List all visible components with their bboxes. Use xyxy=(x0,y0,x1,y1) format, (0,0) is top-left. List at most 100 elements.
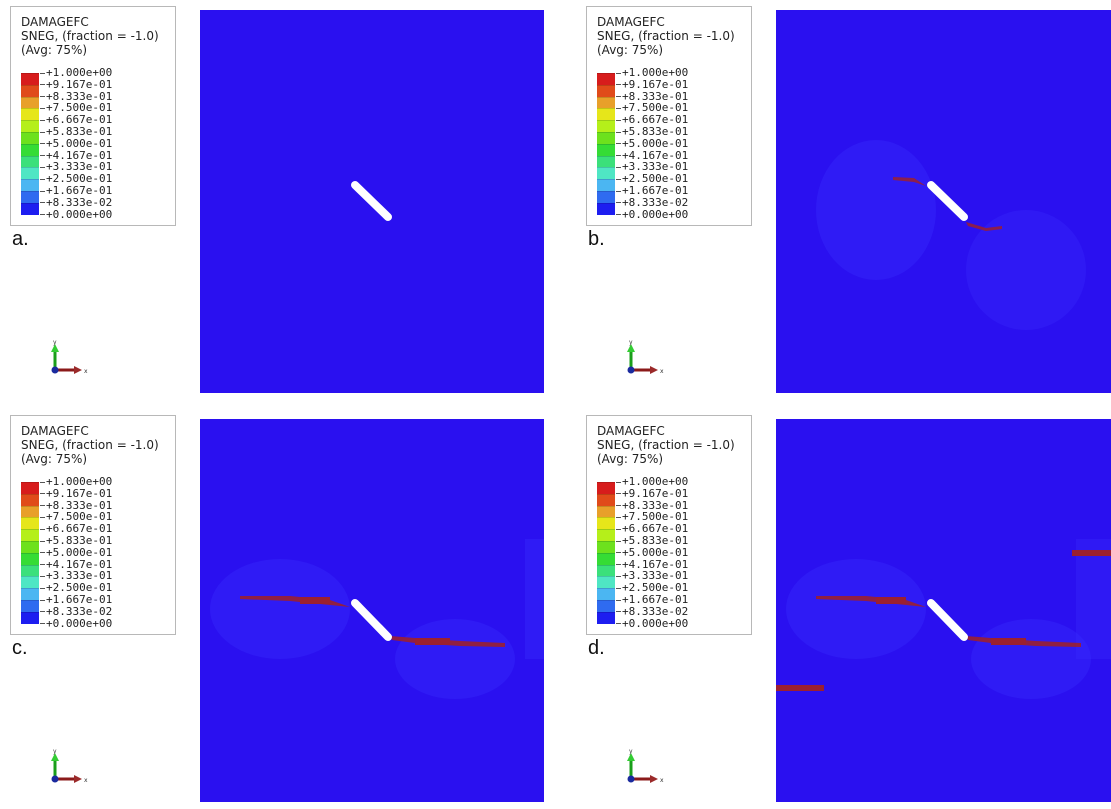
legend-tick-label: +1.667e-01 xyxy=(616,185,756,197)
legend-tick-label: +9.167e-01 xyxy=(40,78,180,91)
damage-band xyxy=(1072,550,1111,556)
colorbar-cell xyxy=(21,120,39,132)
legend-subtitle: SNEG, (fraction = -1.0) xyxy=(597,29,735,43)
colorbar-cell xyxy=(597,73,615,85)
colorbar-cell xyxy=(21,576,39,589)
colorbar-cell xyxy=(21,611,39,624)
colorbar-cell xyxy=(21,505,39,518)
colorbar-cell xyxy=(21,131,39,144)
legend-tick-label: +7.500e-01 xyxy=(40,511,180,523)
x-axis-label: x xyxy=(660,777,664,784)
notch xyxy=(927,599,968,641)
colorbar-cell xyxy=(21,179,39,191)
legend-colorbar xyxy=(21,73,39,215)
legend-tick-label: +1.667e-01 xyxy=(40,594,180,606)
colorbar-cell xyxy=(597,517,615,530)
legend-tick-label: +1.000e+00 xyxy=(40,67,180,79)
legend-tick-label: +4.167e-01 xyxy=(40,558,180,571)
legend-avg: (Avg: 75%) xyxy=(597,452,664,466)
legend-tick-label: +6.667e-01 xyxy=(616,523,756,535)
legend-tick-label: +2.500e-01 xyxy=(616,173,756,185)
legend-tick-label: +3.333e-01 xyxy=(40,570,180,582)
colorbar-cell xyxy=(21,482,39,494)
legend-tick-label: +6.667e-01 xyxy=(616,114,756,126)
stress-glow xyxy=(1076,539,1111,659)
notch xyxy=(351,599,392,641)
legend-tick-label: +8.333e-02 xyxy=(40,605,180,618)
colorbar-cell xyxy=(597,155,615,168)
legend-tick-label: +9.167e-01 xyxy=(616,487,756,500)
legend: DAMAGEFC SNEG, (fraction = -1.0) (Avg: 7… xyxy=(10,415,176,635)
damage-viewport xyxy=(200,419,544,802)
stress-glow xyxy=(971,619,1091,699)
legend-tick-label: +3.333e-01 xyxy=(616,161,756,173)
colorbar-cell xyxy=(21,84,39,97)
legend-avg: (Avg: 75%) xyxy=(21,452,88,466)
damage-viewport xyxy=(200,10,544,393)
y-axis-arrowhead xyxy=(51,753,59,761)
legend-tick-label: +0.000e+00 xyxy=(616,208,756,221)
y-axis-label: y xyxy=(629,749,633,755)
colorbar-cell xyxy=(21,202,39,215)
damage-band xyxy=(415,638,450,645)
colorbar-cell xyxy=(597,564,615,577)
stress-glow xyxy=(816,140,936,280)
colorbar-cell xyxy=(597,167,615,180)
legend-tick-label: +5.000e-01 xyxy=(40,137,180,150)
x-axis-arrowhead xyxy=(650,366,658,374)
legend-tick-label: +8.333e-01 xyxy=(616,90,756,103)
legend-tick-label: +1.667e-01 xyxy=(40,185,180,197)
damage-band xyxy=(816,596,926,607)
colorbar-cell xyxy=(21,190,39,203)
legend-tick-label: +4.167e-01 xyxy=(616,149,756,162)
legend-tick-label: +5.000e-01 xyxy=(616,137,756,150)
legend-tick-label: +3.333e-01 xyxy=(40,161,180,173)
colorbar-cell xyxy=(21,493,39,506)
legend-tick-label: +1.000e+00 xyxy=(616,476,756,488)
y-axis-arrowhead xyxy=(627,344,635,352)
legend-tick-label: +9.167e-01 xyxy=(40,487,180,500)
legend-tick-label: +3.333e-01 xyxy=(616,570,756,582)
legend-tick-label: +7.500e-01 xyxy=(40,102,180,114)
legend-subtitle: SNEG, (fraction = -1.0) xyxy=(21,438,159,452)
stress-glow xyxy=(525,539,544,659)
y-axis-arrowhead xyxy=(51,344,59,352)
legend-tick-label: +6.667e-01 xyxy=(40,114,180,126)
colorbar-cell xyxy=(597,529,615,541)
legend-tick-label: +8.333e-02 xyxy=(616,196,756,209)
colorbar-cell xyxy=(21,552,39,565)
colorbar-cell xyxy=(597,482,615,494)
legend-colorbar xyxy=(21,482,39,624)
origin-dot xyxy=(627,775,635,783)
legend-tick-label: +7.500e-01 xyxy=(616,102,756,114)
legend-tick-label: +1.000e+00 xyxy=(40,476,180,488)
legend-tick-label: +8.333e-02 xyxy=(40,196,180,209)
colorbar-cell xyxy=(21,167,39,180)
colorbar-cell xyxy=(597,96,615,109)
y-axis-label: y xyxy=(53,340,57,346)
legend-tick-label: +9.167e-01 xyxy=(616,78,756,91)
colorbar-cell xyxy=(597,540,615,553)
damage-viewport xyxy=(776,419,1111,802)
panel-label: c. xyxy=(12,637,28,659)
legend-tick-label: +5.833e-01 xyxy=(616,126,756,138)
y-axis-label: y xyxy=(53,749,57,755)
legend-tick-label: +1.667e-01 xyxy=(616,594,756,606)
legend-title: DAMAGEFC xyxy=(597,424,665,438)
legend: DAMAGEFC SNEG, (fraction = -1.0) (Avg: 7… xyxy=(10,6,176,226)
legend-tick-label: +2.500e-01 xyxy=(40,582,180,594)
panel-label: d. xyxy=(588,637,605,659)
stress-glow xyxy=(786,559,926,659)
legend-tick-label: +5.000e-01 xyxy=(616,546,756,559)
panel-label: a. xyxy=(12,228,29,250)
legend-tick-label: +8.333e-01 xyxy=(616,499,756,512)
colorbar-cell xyxy=(597,611,615,624)
notch xyxy=(351,181,392,221)
legend-tick-label: +8.333e-02 xyxy=(616,605,756,618)
legend-tick-label: +5.000e-01 xyxy=(40,546,180,559)
damage-band xyxy=(893,177,926,186)
viewport-background xyxy=(200,419,544,802)
legend-tick-label: +8.333e-01 xyxy=(40,499,180,512)
colorbar-cell xyxy=(597,84,615,97)
